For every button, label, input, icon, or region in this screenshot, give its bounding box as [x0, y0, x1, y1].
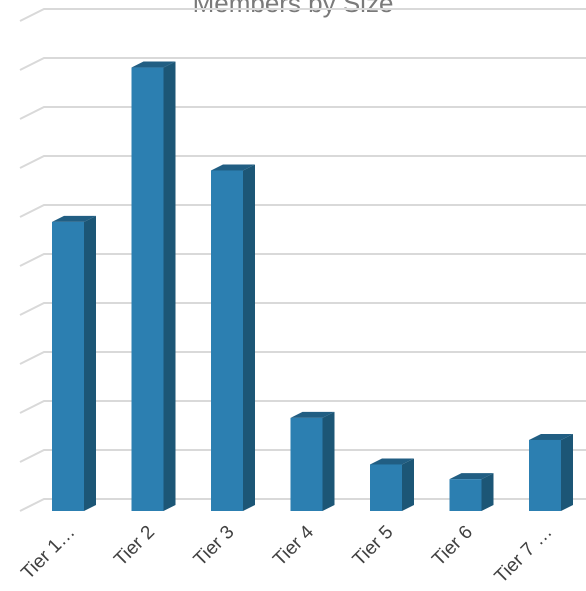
gridline: [19, 8, 586, 22]
x-tick-label: Tier 3: [190, 522, 239, 571]
gridline: [19, 351, 586, 365]
category-labels: Tier 1… Tier 2 Tier 3 Tier 4 Tier 5 Tier 6 Tie…: [17, 521, 556, 587]
bar-top: [449, 473, 494, 480]
bar-top: [131, 61, 176, 68]
x-tick-label: Tier 1…: [17, 522, 79, 584]
bar-side: [243, 164, 255, 511]
bar-front: [131, 67, 164, 512]
bar-front: [52, 221, 84, 511]
bar-front: [529, 439, 561, 511]
bar: [211, 164, 255, 511]
bar-front: [449, 479, 482, 511]
x-tick-label: Tier 5: [349, 522, 398, 571]
bar-top: [290, 411, 335, 418]
x-tick-label: Tier 2: [110, 522, 159, 571]
bar-top: [370, 458, 414, 465]
bar-side: [561, 433, 573, 511]
gridline: [19, 449, 586, 463]
x-tick-label: Tier 7 …: [491, 522, 557, 588]
bar-front: [211, 170, 243, 511]
bar: [529, 433, 573, 511]
gridline: [19, 302, 586, 316]
bar-front: [290, 417, 323, 511]
bar: [449, 473, 494, 511]
bar-top: [52, 215, 96, 222]
bar-top: [211, 164, 255, 171]
gridline: [19, 253, 586, 267]
bar-side: [163, 61, 176, 512]
bar: [290, 411, 335, 511]
gridline: [19, 57, 586, 71]
gridline: [19, 400, 586, 414]
bar-top: [529, 433, 573, 440]
x-tick-label: Tier 6: [428, 522, 477, 571]
gridlines: [19, 8, 586, 512]
bar: [52, 215, 96, 511]
x-tick-label: Tier 4: [269, 521, 318, 570]
bar-side: [481, 473, 494, 511]
gridline: [19, 155, 586, 169]
gridline: [19, 106, 586, 120]
bar-front: [370, 464, 402, 511]
bars: [52, 61, 573, 512]
gridline: [19, 204, 586, 218]
bar: [131, 61, 176, 512]
bar-side: [84, 215, 96, 511]
bar-side: [322, 411, 335, 511]
bar: [370, 458, 414, 511]
bar-side: [402, 458, 414, 511]
